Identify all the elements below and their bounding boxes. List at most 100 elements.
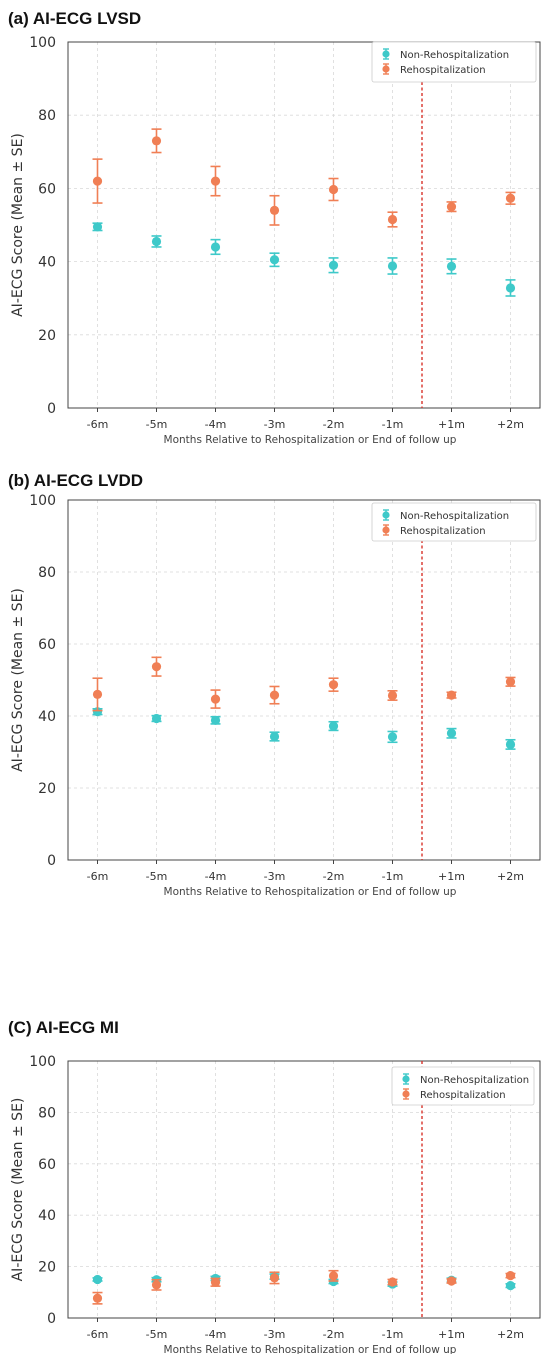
series-non-rehospitalization [92,222,516,297]
data-point [210,176,221,186]
panel-title: (C) AI-ECG MI [8,1018,119,1037]
data-point [210,1277,221,1287]
data-point [269,731,280,742]
y-tick-label: 80 [38,1105,56,1121]
data-point [210,694,221,704]
x-tick-label: -2m [323,1328,345,1341]
series-rehospitalization [92,1269,516,1305]
y-tick-label: 80 [38,565,56,581]
data-point [505,677,516,687]
data-point [269,690,280,700]
x-tick-label: +2m [497,418,524,431]
y-tick-label: 0 [47,401,56,417]
legend-marker [402,1075,410,1083]
data-point [505,193,516,203]
data-point [151,136,162,146]
x-tick-label: -1m [382,870,404,883]
y-axis-label: AI-ECG Score (Mean ± SE) [10,1098,26,1282]
y-tick-label: 20 [38,781,56,797]
data-point [505,1270,516,1281]
y-tick-label: 60 [38,637,56,653]
data-point [387,690,398,701]
x-tick-label: -5m [146,1328,168,1341]
plot-frame [67,499,541,861]
data-point [92,1274,103,1285]
x-tick-label: -4m [205,418,227,431]
legend-label: Rehospitalization [400,65,486,76]
plot-frame [67,41,541,409]
x-tick-label: -6m [87,1328,109,1341]
series-rehospitalization [92,656,516,712]
series-rehospitalization [92,128,516,228]
data-point [269,205,280,215]
data-point [505,1281,516,1291]
y-tick-label: 60 [38,181,56,197]
data-point [446,261,457,271]
legend-marker [382,65,390,73]
x-tick-label: -5m [146,418,168,431]
legend-label: Non-Rehospitalization [400,50,509,61]
x-tick-label: +2m [497,870,524,883]
data-point [92,222,103,232]
data-point [328,721,339,731]
data-point [328,1271,339,1281]
y-axis-label: AI-ECG Score (Mean ± SE) [10,133,26,317]
x-tick-label: +1m [438,418,465,431]
data-point [328,260,339,270]
x-tick-label: +2m [497,1328,524,1341]
y-tick-label: 100 [29,35,56,51]
legend-label: Rehospitalization [400,526,486,537]
x-tick-label: -5m [146,870,168,883]
data-point [151,713,162,724]
legend-marker [402,1090,410,1098]
y-tick-label: 80 [38,108,56,124]
data-point [92,707,103,717]
data-point [151,662,162,672]
legend-box [371,502,537,542]
y-tick-label: 40 [38,1208,56,1224]
x-tick-label: -3m [264,418,286,431]
x-tick-label: +1m [438,1328,465,1341]
chart-panel-3: (C) AI-ECG MI 0 20 40 60 80 100 -6m -5m -4m -3m -2m… [8,1018,541,1354]
panel-title: (b) AI-ECG LVDD [8,471,143,490]
data-point [328,184,339,195]
data-point [446,1276,457,1286]
legend-label: Non-Rehospitalization [420,1075,529,1086]
y-tick-label: 20 [38,328,56,344]
x-tick-label: -6m [87,418,109,431]
data-point [92,689,103,700]
data-point [269,255,280,265]
y-tick-label: 0 [47,853,56,869]
x-tick-label: -3m [264,870,286,883]
plot-frame [67,1060,541,1319]
panel-title: (a) AI-ECG LVSD [8,9,141,28]
data-point [387,214,398,225]
y-tick-label: 0 [47,1311,56,1327]
x-tick-label: -2m [323,870,345,883]
y-tick-label: 40 [38,255,56,271]
legend-marker [382,50,390,58]
series-non-rehospitalization [92,707,516,750]
x-tick-label: -1m [382,1328,404,1341]
x-tick-label: -3m [264,1328,286,1341]
legend-marker [382,511,390,519]
legend-label: Non-Rehospitalization [400,511,509,522]
data-point [505,283,516,293]
y-axis-label: AI-ECG Score (Mean ± SE) [10,588,26,772]
x-axis-label: Months Relative to Rehospitalization or … [164,1344,457,1354]
x-tick-label: -4m [205,870,227,883]
legend: Non-Rehospitalization Rehospitalization [371,41,537,83]
data-point [269,1273,280,1283]
data-point [387,1277,398,1287]
data-point [505,739,516,750]
x-tick-label: +1m [438,870,465,883]
chart-panel-1: (a) AI-ECG LVSD 0 20 40 60 80 100 -6m -5m -4m -3m -… [8,9,541,446]
data-point [446,690,457,700]
data-point [387,261,398,271]
legend-box [391,1066,535,1106]
legend-marker [382,526,390,534]
data-point [446,202,457,212]
x-axis-label: Months Relative to Rehospitalization or … [164,434,457,446]
chart-panel-2: (b) AI-ECG LVDD 0 20 40 60 80 100 -6m -5m -4m -3m -… [8,471,541,898]
